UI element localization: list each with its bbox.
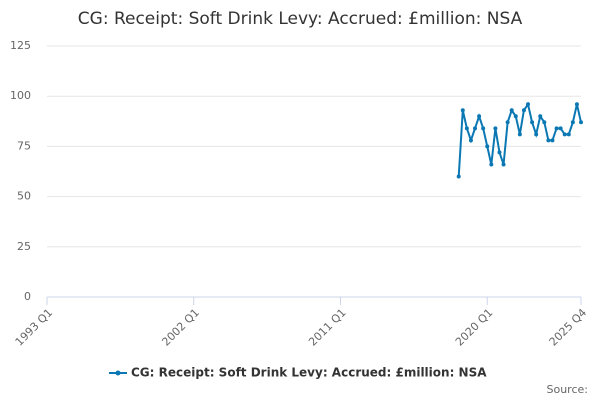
y-tick-label: 0 — [24, 290, 31, 303]
point — [534, 132, 539, 137]
point — [489, 162, 494, 167]
x-tick-label: 1993 Q1 — [13, 306, 56, 349]
point — [574, 102, 579, 107]
point — [468, 138, 473, 143]
x-tick-label: 2020 Q1 — [453, 306, 496, 349]
y-tick-label: 75 — [17, 139, 31, 152]
point — [542, 120, 547, 125]
x-tick-label: 2002 Q1 — [159, 306, 202, 349]
point — [526, 102, 531, 107]
point — [530, 120, 535, 125]
line — [457, 101, 582, 177]
point — [579, 120, 583, 125]
x-tick-label: 2011 Q1 — [306, 306, 349, 349]
point — [558, 126, 563, 131]
legend-label: CG: Receipt: Soft Drink Levy: Accrued: £… — [131, 366, 487, 380]
x-tick-label: 2025 Q4 — [547, 306, 590, 349]
point — [538, 114, 543, 119]
point — [517, 132, 522, 137]
point — [493, 126, 498, 131]
point — [497, 150, 502, 155]
point — [570, 120, 575, 125]
point — [562, 132, 567, 137]
point — [501, 162, 506, 167]
source: Source: — [547, 383, 589, 396]
point — [505, 120, 510, 125]
point — [481, 126, 486, 131]
point — [473, 126, 478, 131]
point — [477, 114, 482, 119]
point — [509, 108, 514, 113]
chart-title: CG: Receipt: Soft Drink Levy: Accrued: £… — [78, 9, 523, 29]
point — [550, 138, 555, 143]
point — [513, 114, 518, 119]
y-tick-label: 100 — [10, 89, 31, 102]
point — [456, 174, 461, 179]
point — [460, 108, 465, 113]
legend-marker — [115, 370, 121, 376]
y-tick-label: 125 — [10, 39, 31, 52]
point — [546, 138, 551, 143]
point — [566, 132, 571, 137]
y-tick-label: 25 — [17, 240, 31, 253]
point — [521, 108, 526, 113]
y-tick-label: 50 — [17, 190, 31, 203]
point — [554, 126, 559, 131]
point — [464, 126, 469, 131]
point — [485, 144, 490, 149]
